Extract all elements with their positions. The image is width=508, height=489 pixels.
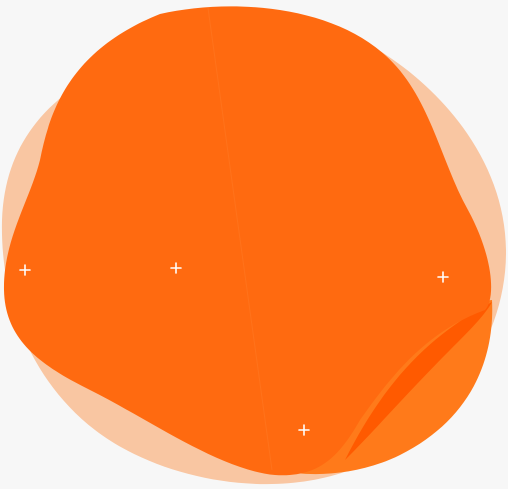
plus-marker-icon <box>437 271 449 283</box>
blob-seam-line <box>207 7 273 471</box>
main-orange-blob <box>3 6 492 476</box>
orange-tail-fold-shadow <box>345 302 492 460</box>
plus-marker-icon <box>19 264 31 276</box>
plus-marker-icon <box>298 424 310 436</box>
plus-marker-icon <box>170 262 182 274</box>
